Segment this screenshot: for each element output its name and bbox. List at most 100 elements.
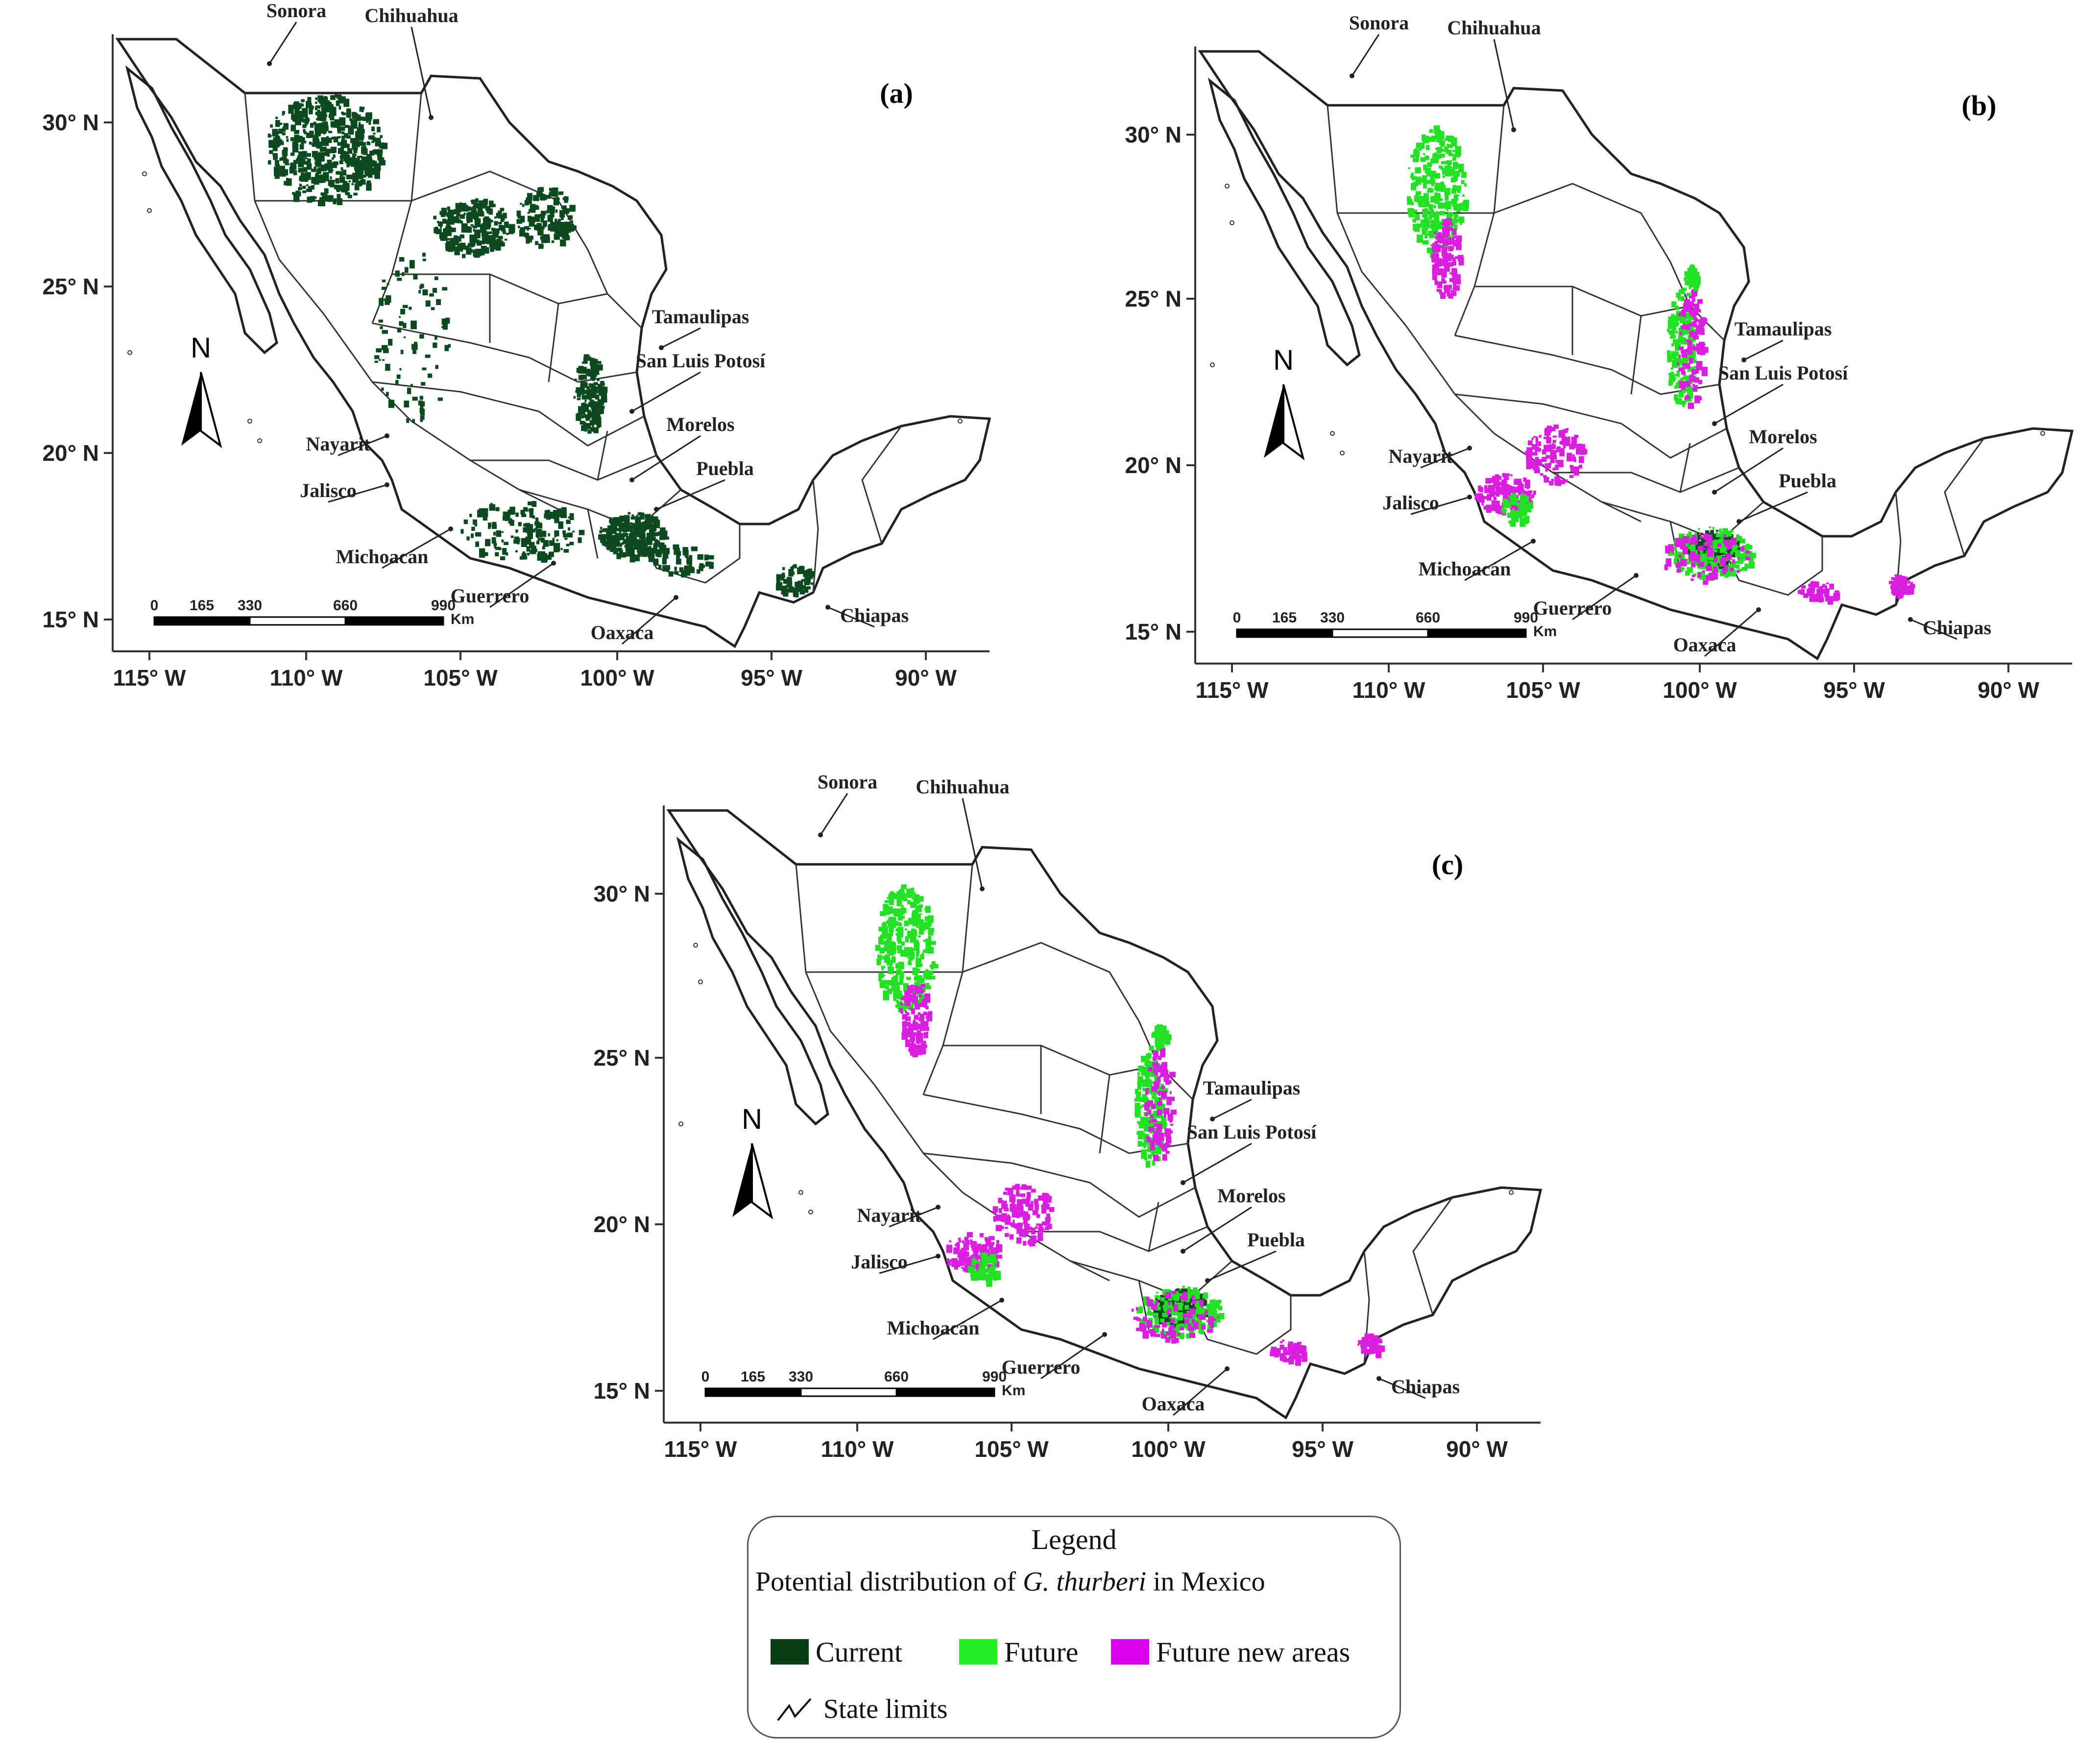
distribution-cell	[979, 1253, 982, 1255]
distribution-cell	[1690, 264, 1693, 267]
distribution-cell	[621, 554, 624, 557]
distribution-cell	[883, 975, 886, 976]
distribution-cell	[1027, 1191, 1031, 1198]
distribution-cell	[1894, 580, 1900, 586]
distribution-cell	[1822, 584, 1826, 588]
distribution-cell	[908, 961, 912, 965]
distribution-cell	[587, 409, 591, 416]
distribution-cell	[1177, 1302, 1183, 1310]
distribution-cell	[648, 553, 655, 562]
distribution-cell	[442, 287, 448, 291]
distribution-cell	[350, 127, 354, 130]
distribution-cell	[584, 422, 587, 424]
distribution-cell	[1901, 581, 1907, 587]
distribution-cell	[302, 190, 307, 193]
distribution-cell	[609, 519, 612, 522]
distribution-cell	[1679, 338, 1684, 343]
distribution-cell	[1810, 585, 1812, 587]
distribution-cell	[1510, 509, 1514, 514]
distribution-cell	[411, 344, 418, 350]
distribution-cell	[1681, 371, 1686, 375]
arrow-head	[1181, 1180, 1185, 1185]
distribution-cell	[1676, 313, 1678, 315]
distribution-cell	[1709, 560, 1714, 565]
north-arrow-left	[732, 1143, 752, 1217]
distribution-cell	[1186, 1309, 1190, 1312]
distribution-cell	[1448, 246, 1453, 251]
distribution-cell	[613, 548, 618, 554]
distribution-cell	[422, 367, 427, 370]
distribution-cell	[1425, 180, 1431, 184]
arrow-head	[936, 1254, 941, 1259]
distribution-cell	[1197, 1318, 1202, 1321]
distribution-cell	[1457, 218, 1462, 222]
distribution-cell	[1524, 516, 1530, 524]
distribution-cell	[1178, 1321, 1181, 1325]
distribution-cell	[1527, 440, 1533, 446]
state-limits-lines	[1200, 51, 2072, 659]
distribution-cell	[1137, 1130, 1144, 1140]
distribution-cell	[1441, 246, 1448, 254]
north-label: N	[742, 1103, 762, 1135]
distribution-cell	[1433, 205, 1436, 209]
distribution-cell	[1724, 573, 1729, 578]
distribution-cell	[1711, 562, 1716, 570]
distribution-cell	[453, 241, 459, 246]
distribution-cell	[1449, 220, 1455, 226]
distribution-cell	[556, 230, 561, 234]
distribution-cell	[1446, 235, 1452, 239]
distribution-cell	[587, 373, 591, 377]
distribution-cell	[527, 538, 531, 543]
distribution-cell	[510, 520, 514, 524]
distribution-cell	[594, 409, 598, 415]
distribution-cell	[637, 512, 642, 516]
distribution-cell	[1153, 1060, 1158, 1064]
scale-bar-tick: 660	[333, 597, 358, 614]
distribution-cell	[596, 403, 602, 409]
distribution-cell	[1683, 367, 1686, 370]
distribution-cell	[689, 564, 692, 569]
distribution-cell	[1547, 444, 1553, 452]
distribution-cell	[341, 140, 347, 148]
distribution-cell	[1670, 372, 1674, 377]
distribution-cell	[1411, 172, 1414, 176]
distribution-cell	[344, 125, 349, 128]
distribution-cell	[596, 364, 600, 369]
distribution-cell	[971, 1244, 977, 1251]
distribution-cell	[357, 168, 362, 173]
distribution-cell	[1486, 504, 1492, 513]
distribution-cell	[887, 900, 890, 902]
distribution-cell	[1429, 131, 1431, 133]
distribution-cell	[946, 1244, 952, 1253]
distribution-cell	[1413, 149, 1420, 157]
distribution-cell	[1161, 1091, 1167, 1099]
distribution-cell	[310, 105, 314, 110]
distribution-cell	[993, 1274, 997, 1281]
distribution-cell	[1154, 1312, 1159, 1319]
distribution-cell	[922, 1045, 927, 1048]
distribution-cell	[540, 226, 545, 230]
distribution-cell	[1041, 1209, 1047, 1214]
distribution-cell	[582, 369, 589, 374]
distribution-cell	[1182, 1293, 1188, 1301]
distribution-cell	[1687, 549, 1691, 555]
distribution-cell	[1158, 1105, 1163, 1113]
distribution-cell	[442, 218, 447, 224]
distribution-cell	[1813, 596, 1820, 602]
distribution-cell	[657, 550, 660, 553]
distribution-cell	[1681, 310, 1686, 315]
distribution-cell	[1811, 586, 1814, 590]
distribution-cell	[629, 554, 635, 563]
distribution-cell	[488, 526, 491, 529]
distribution-cell	[1143, 1316, 1147, 1321]
distribution-cell	[368, 135, 371, 140]
distribution-cell	[1153, 1110, 1157, 1115]
north-arrow-left	[1264, 384, 1283, 458]
distribution-cell	[1016, 1237, 1022, 1244]
distribution-cell	[1438, 232, 1442, 237]
distribution-cell	[1735, 545, 1738, 548]
distribution-cell	[307, 159, 311, 164]
distribution-cell	[538, 551, 544, 558]
distribution-cell	[884, 959, 888, 963]
